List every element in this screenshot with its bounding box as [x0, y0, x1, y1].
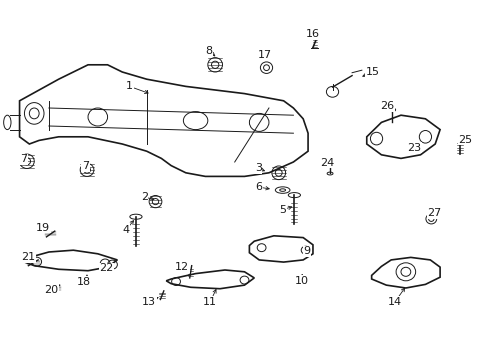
Text: 11: 11 — [203, 297, 217, 307]
Text: 5: 5 — [279, 204, 285, 215]
Text: 22: 22 — [99, 263, 114, 273]
Text: 17: 17 — [258, 50, 271, 60]
Text: 7: 7 — [82, 161, 89, 171]
Text: 9: 9 — [303, 246, 310, 256]
Text: 2: 2 — [141, 192, 147, 202]
Text: 23: 23 — [407, 143, 421, 153]
Text: 20: 20 — [44, 285, 58, 295]
Text: 8: 8 — [205, 46, 212, 56]
Text: 14: 14 — [387, 297, 401, 307]
Text: 13: 13 — [142, 297, 156, 307]
Text: 19: 19 — [36, 222, 50, 233]
Text: 16: 16 — [305, 29, 319, 39]
Text: 1: 1 — [126, 81, 133, 91]
Text: 3: 3 — [254, 163, 261, 174]
Text: 12: 12 — [175, 262, 188, 272]
Text: 6: 6 — [255, 182, 262, 192]
Text: 10: 10 — [295, 276, 308, 286]
Text: 24: 24 — [320, 158, 334, 168]
Text: 26: 26 — [380, 101, 393, 111]
Text: 15: 15 — [365, 67, 379, 77]
Text: 25: 25 — [458, 135, 471, 145]
Text: 27: 27 — [426, 208, 441, 218]
Text: 21: 21 — [21, 252, 35, 262]
Text: 4: 4 — [122, 225, 129, 235]
Text: 7: 7 — [20, 154, 27, 164]
Text: 18: 18 — [77, 276, 91, 287]
